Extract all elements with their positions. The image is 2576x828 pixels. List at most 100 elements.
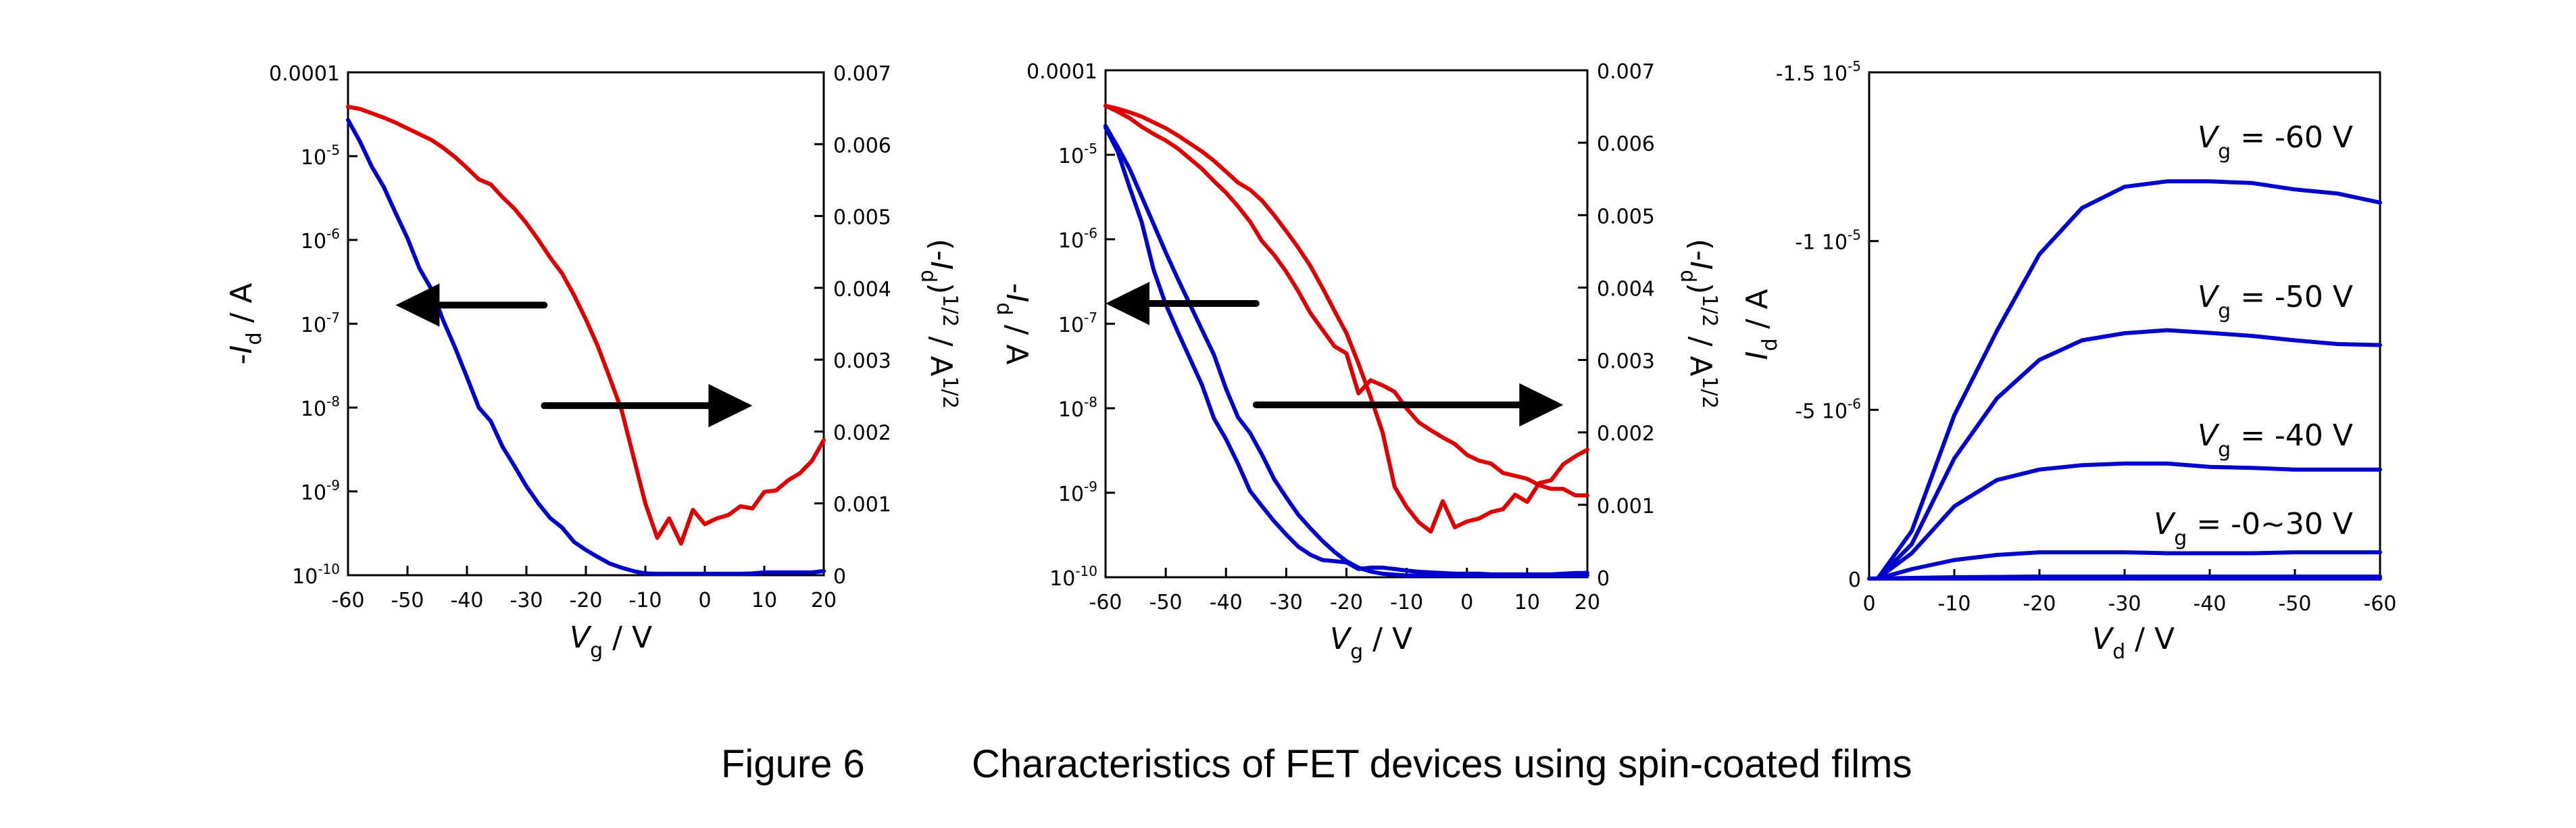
- x-tick-label: -60: [1089, 591, 1122, 614]
- y-right-tick-label: 0.006: [833, 134, 891, 157]
- x-tick-label: 20: [811, 589, 837, 612]
- x-tick-label: 0: [1460, 591, 1473, 614]
- series-group: [1104, 103, 1589, 578]
- y-left-tick-label: -1 10-5: [1795, 227, 1861, 255]
- y-left-tick-label: 10-10: [1049, 563, 1097, 591]
- annotation-vg-50: Vg = -50 V: [2198, 280, 2353, 323]
- arrow-left-head-icon: [395, 283, 440, 327]
- x-tick-label: -60: [332, 589, 365, 612]
- x-tick-label: 10: [751, 589, 777, 612]
- x-tick-label: -30: [2108, 592, 2141, 616]
- y-right-tick-label: 0.004: [833, 278, 891, 301]
- y-left-tick-label: 10-8: [301, 393, 340, 421]
- x-tick-label: -60: [2364, 592, 2397, 616]
- series-line-0: [346, 118, 826, 576]
- x-tick-label: -50: [1149, 591, 1183, 614]
- arrows: [1106, 282, 1564, 427]
- x-tick-label: -30: [510, 589, 543, 612]
- arrow-right-head-icon: [708, 384, 753, 428]
- y-right-axis-label: (-Id)1/2 / A1/2: [916, 239, 962, 409]
- y-left-ticks: 0.0001 10-5 10-6 10-7 10-8 10-9 10-10: [1026, 60, 1115, 591]
- x-axis-label: Vd / V: [2092, 622, 2175, 664]
- x-ticks: -60 -50 -40 -30 -20 -10 0 10 20: [1089, 568, 1600, 614]
- x-axis-label: Vg / V: [570, 620, 652, 662]
- annotation-vg-60: Vg = -60 V: [2198, 120, 2353, 164]
- y-left-tick-label: 10-5: [301, 142, 340, 170]
- y-right-tick-label: 0.001: [833, 493, 891, 517]
- y-right-tick-label: 0.007: [1597, 60, 1655, 84]
- series-group: [346, 105, 826, 576]
- series-line-1: [1867, 328, 2382, 581]
- y-right-tick-label: 0.006: [1597, 132, 1655, 156]
- series-line-2: [1867, 461, 2382, 581]
- arrow-left-head-icon: [1106, 282, 1149, 325]
- series-line-3: [1867, 550, 2382, 581]
- y-right-tick-label: 0.003: [833, 349, 891, 373]
- y-left-tick-label: 10-6: [1058, 225, 1097, 253]
- chart-transfer-2: -60 -50 -40 -30 -20 -10 0 10 20 0.0001 10-5 10-6 10…: [992, 60, 1721, 664]
- y-right-tick-label: 0.002: [833, 421, 891, 445]
- annotation-vg-0-30: Vg = -0~30 V: [2154, 507, 2353, 550]
- x-tick-label: 20: [1575, 591, 1600, 614]
- series-line-1: [1104, 124, 1589, 578]
- series-line-1: [346, 105, 826, 546]
- series-line-0: [1867, 179, 2382, 581]
- y-right-tick-label: 0.004: [1597, 277, 1655, 301]
- x-tick-label: -10: [1938, 592, 1971, 616]
- y-right-tick-label: 0: [1597, 567, 1610, 591]
- y-right-tick-label: 0.002: [1597, 422, 1655, 446]
- y-left-ticks: 0 -5 10-6 -1 10-5 -1.5 10-5: [1776, 58, 1879, 592]
- series-line-3: [1104, 103, 1589, 497]
- y-left-tick-label: -5 10-6: [1795, 395, 1861, 423]
- x-tick-label: -10: [629, 589, 662, 612]
- arrows: [395, 283, 753, 428]
- chart-output: 0 -10 -20 -30 -40 -50 -60 0 -5 10-6 -1 10-5 -1.5 …: [1740, 58, 2397, 664]
- x-ticks: -60 -50 -40 -30 -20 -10 0 10 20: [332, 566, 837, 612]
- x-tick-label: -30: [1270, 591, 1303, 614]
- x-tick-label: -20: [1330, 591, 1363, 614]
- series-line-0: [1104, 125, 1589, 577]
- x-tick-label: -10: [1390, 591, 1423, 614]
- series-group: [1867, 179, 2382, 581]
- y-right-tick-label: 0: [833, 565, 846, 589]
- x-tick-label: 0: [1862, 592, 1875, 616]
- x-tick-label: 10: [1514, 591, 1540, 614]
- y-left-tick-label: 10-7: [301, 310, 340, 337]
- x-tick-label: -20: [2023, 592, 2056, 616]
- y-left-tick-label: 10-8: [1058, 394, 1097, 422]
- chart-transfer-1: -60 -50 -40 -30 -20 -10 0 10 20 0.0001 10-5 10-6 10…: [224, 62, 962, 662]
- y-left-tick-label: 10-9: [1058, 479, 1097, 506]
- y-left-tick-label: 0: [1848, 568, 1861, 592]
- x-tick-label: -20: [570, 589, 603, 612]
- x-tick-label: -40: [2194, 592, 2227, 616]
- y-right-ticks: 0 0.001 0.002 0.003 0.004 0.005 0.006 0.007: [814, 62, 891, 589]
- y-left-axis-label: -Id / A: [992, 283, 1034, 365]
- arrow-right-head-icon: [1519, 383, 1564, 427]
- x-tick-label: -50: [2279, 592, 2312, 616]
- y-right-ticks: 0 0.001 0.002 0.003 0.004 0.005 0.006 0.007: [1578, 60, 1655, 591]
- figure-caption: Characteristics of FET devices using spi…: [972, 742, 1912, 786]
- x-tick-label: -50: [391, 589, 424, 612]
- y-left-tick-label: 10-6: [301, 226, 340, 253]
- figure-label: Figure 6: [721, 742, 865, 786]
- y-right-axis-label: (-Id)1/2 / A1/2: [1676, 239, 1721, 409]
- y-left-axis-label: Id / A: [1740, 289, 1782, 360]
- y-left-tick-label: 10-9: [301, 477, 340, 505]
- y-left-tick-label: 0.0001: [269, 62, 340, 86]
- x-tick-label: -40: [451, 589, 484, 612]
- y-left-tick-label: 10-7: [1058, 310, 1097, 337]
- y-right-tick-label: 0.005: [833, 206, 891, 230]
- y-left-tick-label: 10-5: [1058, 141, 1097, 168]
- y-right-tick-label: 0.001: [1597, 495, 1655, 518]
- y-left-axis-label: -Id / A: [224, 283, 266, 365]
- x-tick-label: -40: [1210, 591, 1243, 614]
- y-left-tick-label: 0.0001: [1026, 60, 1097, 84]
- y-right-tick-label: 0.005: [1597, 205, 1655, 228]
- x-axis-label: Vg / V: [1330, 622, 1412, 664]
- annotation-vg-40: Vg = -40 V: [2198, 418, 2353, 462]
- y-left-tick-label: -1.5 10-5: [1776, 58, 1861, 86]
- y-left-tick-label: 10-10: [292, 561, 340, 589]
- series-line-2: [1104, 103, 1589, 534]
- y-right-tick-label: 0.003: [1597, 350, 1655, 374]
